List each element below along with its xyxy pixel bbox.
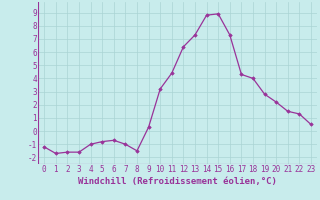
- X-axis label: Windchill (Refroidissement éolien,°C): Windchill (Refroidissement éolien,°C): [78, 177, 277, 186]
